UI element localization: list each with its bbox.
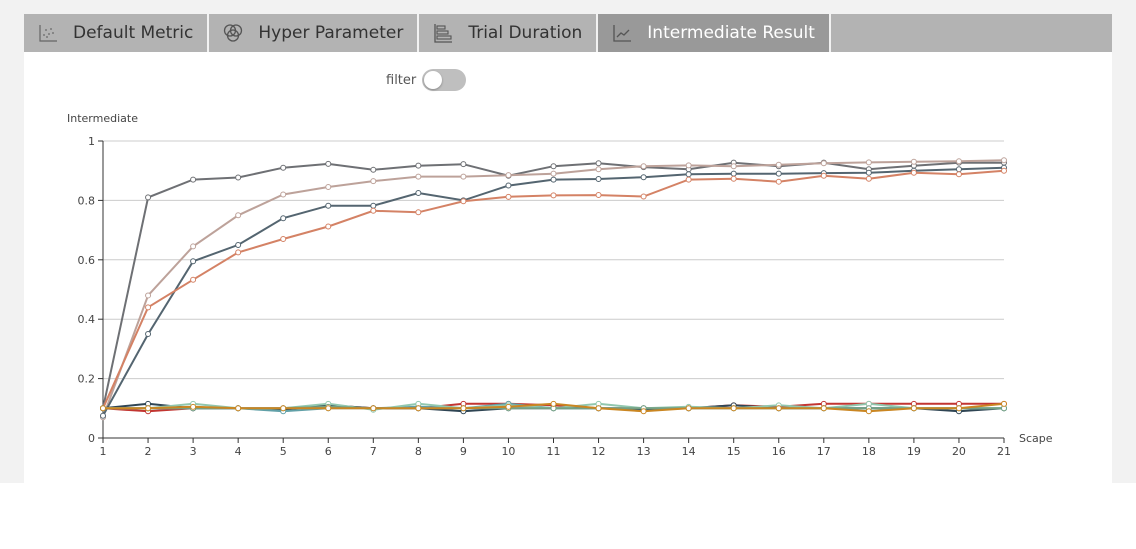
filter-label: filter <box>386 72 417 88</box>
filter-control: filter <box>386 69 467 91</box>
x-tick-label: 1 <box>100 445 107 458</box>
y-tick-label: 0.4 <box>78 313 96 326</box>
x-tick-label: 3 <box>190 445 197 458</box>
x-tick-label: 21 <box>997 445 1011 458</box>
tab-default-metric[interactable]: Default Metric <box>24 14 210 52</box>
intermediate-result-chart: Intermediate Scape 00.20.40.60.811 2 3 4 5 6 7… <box>67 112 1053 458</box>
x-tick-label: 20 <box>952 445 966 458</box>
y-tick-label: 0 <box>88 432 95 445</box>
series-lines <box>100 157 1007 421</box>
x-tick-label: 10 <box>501 445 515 458</box>
line-chart-icon <box>611 22 633 44</box>
toggle-knob <box>424 71 443 89</box>
tab-label: Trial Duration <box>468 23 583 43</box>
axes: 00.20.40.60.811 2 3 4 5 6 7 8 9 10 11 12 13 14 15 16 17 1… <box>78 135 1012 458</box>
series-trial-10[interactable] <box>100 400 1007 415</box>
y-tick-label: 0.2 <box>78 373 96 386</box>
x-tick-label: 19 <box>907 445 921 458</box>
x-tick-label: 4 <box>235 445 242 458</box>
series-trial-2[interactable] <box>100 157 1007 421</box>
x-tick-label: 6 <box>325 445 332 458</box>
tab-label: Intermediate Result <box>647 23 815 43</box>
x-tick-label: 8 <box>415 445 422 458</box>
scatter-chart-icon <box>37 22 59 44</box>
series-trial-4[interactable] <box>100 167 1007 412</box>
series-trial-3[interactable] <box>100 164 1007 419</box>
x-tick-label: 17 <box>817 445 831 458</box>
x-tick-label: 9 <box>460 445 467 458</box>
x-tick-label: 2 <box>145 445 152 458</box>
tab-label: Hyper Parameter <box>258 23 404 43</box>
tab-trial-duration[interactable]: Trial Duration <box>419 14 599 52</box>
filter-toggle[interactable] <box>422 69 467 91</box>
x-tick-label: 11 <box>547 445 561 458</box>
horizontal-bar-chart-icon <box>432 22 454 44</box>
x-axis-label: Scape <box>1019 432 1053 445</box>
tab-bar: Default Metric Hyper Parameter Trial Dur… <box>24 14 1112 52</box>
x-tick-label: 13 <box>637 445 651 458</box>
x-tick-label: 12 <box>592 445 606 458</box>
tab-intermediate-result[interactable]: Intermediate Result <box>598 14 831 52</box>
y-tick-label: 1 <box>88 135 95 148</box>
y-tick-label: 0.6 <box>78 254 96 267</box>
y-tick-label: 0.8 <box>78 194 96 207</box>
x-tick-label: 16 <box>772 445 786 458</box>
grid-lines <box>103 140 1004 380</box>
x-tick-label: 18 <box>862 445 876 458</box>
y-axis-label: Intermediate <box>67 112 138 125</box>
tab-label: Default Metric <box>73 23 194 43</box>
x-tick-label: 14 <box>682 445 696 458</box>
venn-circles-icon <box>222 22 244 44</box>
x-tick-label: 5 <box>280 445 287 458</box>
tab-hyper-parameter[interactable]: Hyper Parameter <box>209 14 420 52</box>
x-tick-label: 15 <box>727 445 741 458</box>
x-tick-label: 7 <box>370 445 377 458</box>
